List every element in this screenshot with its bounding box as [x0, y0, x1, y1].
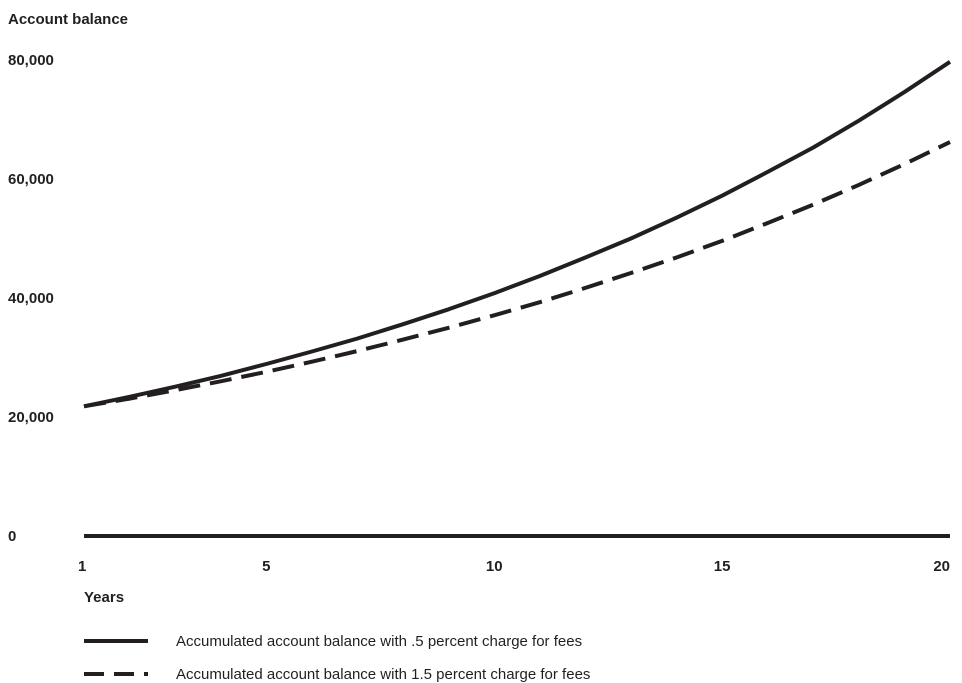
y-tick-label: 20,000 [8, 409, 54, 426]
series-lines [83, 60, 952, 409]
x-tick-labels: 1 5 10 15 20 [78, 558, 950, 575]
y-axis-title: Account balance [8, 11, 128, 28]
x-tick-label: 10 [486, 558, 503, 575]
series-line-0-5-percent [83, 60, 952, 409]
y-tick-labels: 0 20,000 40,000 60,000 80,000 [8, 52, 54, 545]
legend: Accumulated account balance with .5 perc… [84, 633, 590, 683]
x-tick-label: 20 [933, 558, 950, 575]
y-tick-label: 60,000 [8, 171, 54, 188]
y-tick-label: 0 [8, 528, 16, 545]
legend-label-solid: Accumulated account balance with .5 perc… [176, 633, 582, 650]
y-tick-label: 80,000 [8, 52, 54, 69]
x-tick-label: 5 [262, 558, 270, 575]
series-line-1-5-percent [83, 140, 951, 409]
x-tick-label: 15 [714, 558, 731, 575]
x-tick-label: 1 [78, 558, 86, 575]
x-axis-title: Years [84, 589, 124, 606]
legend-label-dashed: Accumulated account balance with 1.5 per… [176, 666, 590, 683]
y-tick-label: 40,000 [8, 290, 54, 307]
